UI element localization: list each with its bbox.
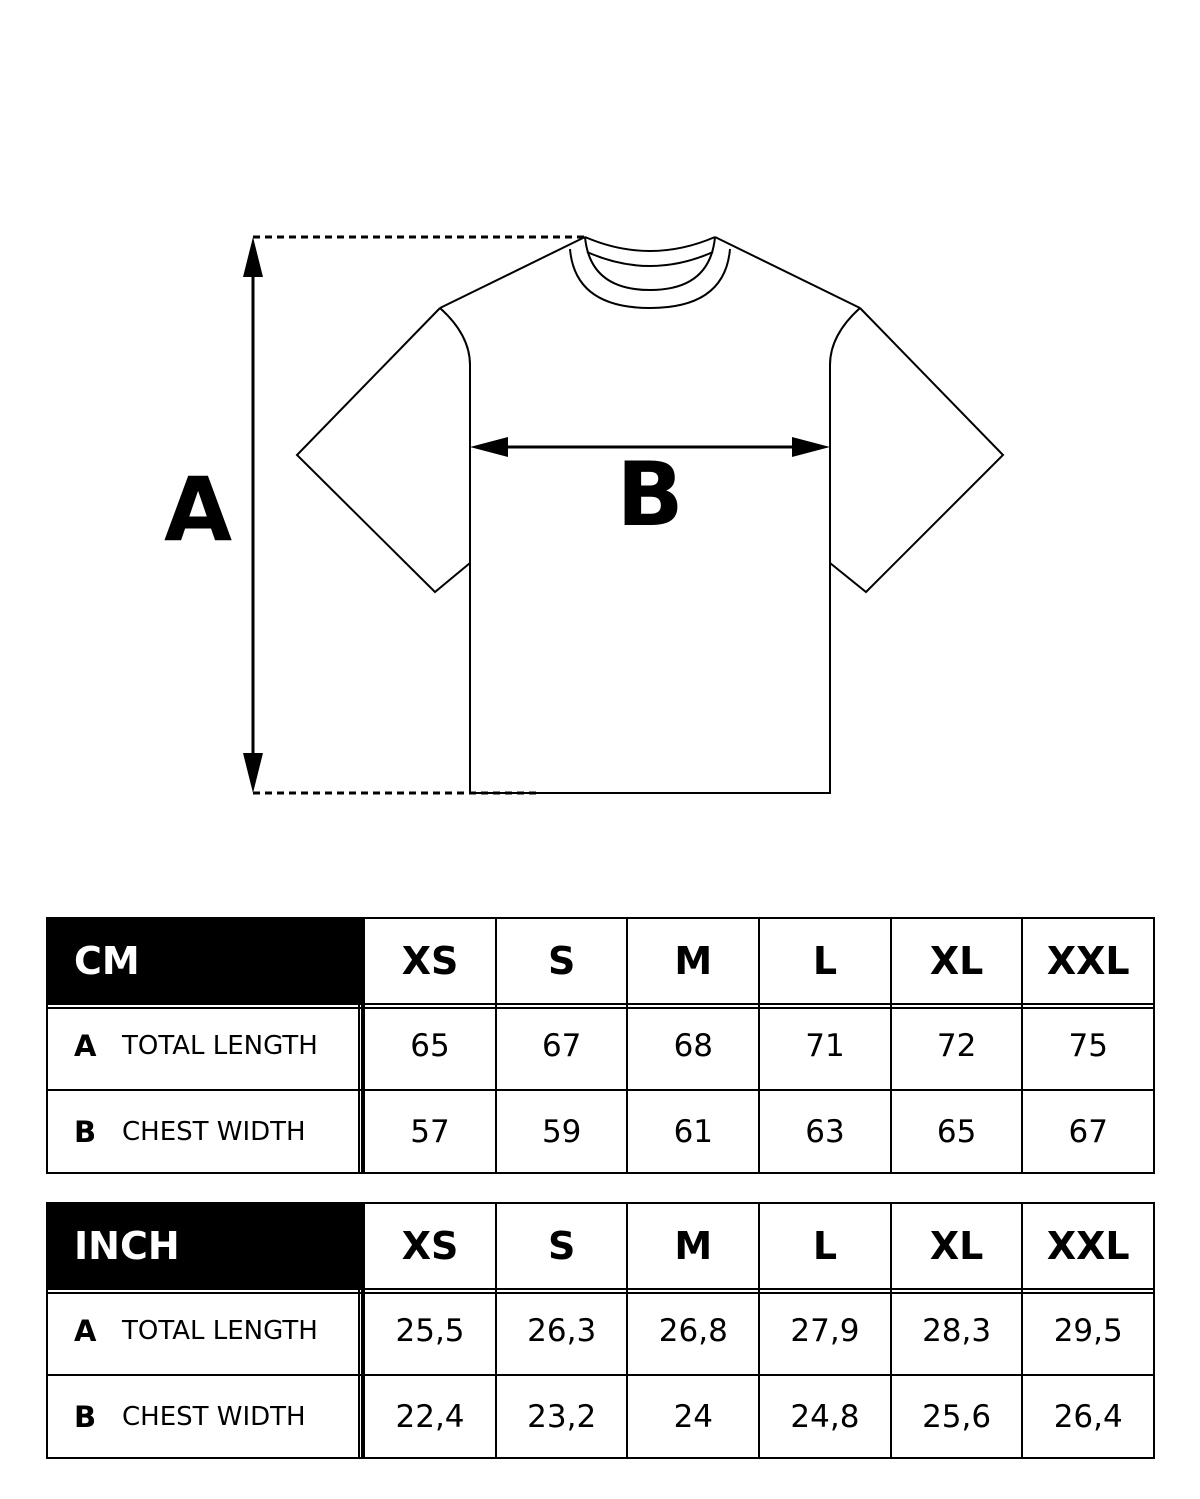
label-a: A <box>164 458 232 561</box>
table-cell: 63 <box>758 1089 890 1174</box>
size-header: L <box>758 1204 890 1288</box>
table-cell: 65 <box>363 1003 495 1089</box>
row-name: CHEST WIDTH <box>122 1401 306 1432</box>
table-header-row: INCH XS S M L XL XXL <box>48 1204 1153 1294</box>
size-header: S <box>494 1204 627 1288</box>
size-header: XS <box>363 919 495 1003</box>
dimension-a: A <box>164 235 585 795</box>
row-label: B CHEST WIDTH <box>48 1374 364 1459</box>
row-label: B CHEST WIDTH <box>48 1089 364 1174</box>
table-cell: 26,3 <box>494 1288 627 1374</box>
table-cell: 25,5 <box>363 1288 495 1374</box>
table-cell: 26,8 <box>626 1288 758 1374</box>
table-cell: 67 <box>494 1003 627 1089</box>
table-row: A TOTAL LENGTH 25,5 26,3 26,8 27,9 28,3 2… <box>48 1288 1153 1376</box>
size-header: L <box>758 919 890 1003</box>
table-cell: 61 <box>626 1089 758 1174</box>
table-cell: 25,6 <box>889 1374 1022 1459</box>
table-row: B CHEST WIDTH 57 59 61 63 65 67 <box>48 1089 1153 1174</box>
row-key: B <box>74 1399 97 1434</box>
table-cell: 72 <box>889 1003 1022 1089</box>
table-cell: 59 <box>494 1089 627 1174</box>
dimension-b: B <box>470 437 830 546</box>
size-header: M <box>626 919 758 1003</box>
size-header: XL <box>889 1204 1022 1288</box>
unit-label: INCH <box>48 1204 364 1288</box>
label-b: B <box>616 443 683 546</box>
row-label: A TOTAL LENGTH <box>48 1288 364 1374</box>
size-header: XL <box>889 919 1022 1003</box>
table-cell: 23,2 <box>494 1374 627 1459</box>
table-cell: 29,5 <box>1021 1288 1153 1374</box>
row-key: A <box>74 1029 97 1063</box>
table-row: B CHEST WIDTH 22,4 23,2 24 24,8 25,6 26,4 <box>48 1374 1153 1459</box>
table-cell: 22,4 <box>363 1374 495 1459</box>
size-header: S <box>494 919 627 1003</box>
tshirt-diagram: A B <box>164 235 1005 795</box>
table-cell: 65 <box>889 1089 1022 1174</box>
table-cell: 24 <box>626 1374 758 1459</box>
table-cell: 24,8 <box>758 1374 890 1459</box>
row-name: TOTAL LENGTH <box>122 1316 318 1346</box>
size-header: XS <box>363 1204 495 1288</box>
table-cell: 75 <box>1021 1003 1153 1089</box>
table-cell: 71 <box>758 1003 890 1089</box>
table-header-row: CM XS S M L XL XXL <box>48 919 1153 1009</box>
table-cell: 27,9 <box>758 1288 890 1374</box>
size-header: XXL <box>1021 919 1153 1003</box>
table-cell: 28,3 <box>889 1288 1022 1374</box>
size-header: XXL <box>1021 1204 1153 1288</box>
table-cell: 67 <box>1021 1089 1153 1174</box>
size-table-inch: INCH XS S M L XL XXL A TOTAL LENGTH 25,5 … <box>46 1202 1155 1459</box>
row-key: A <box>74 1314 97 1348</box>
tshirt-outline <box>295 236 1005 794</box>
row-key: B <box>74 1114 97 1149</box>
unit-label: CM <box>48 919 364 1003</box>
row-name: CHEST WIDTH <box>122 1116 306 1147</box>
table-row: A TOTAL LENGTH 65 67 68 71 72 75 <box>48 1003 1153 1091</box>
size-header: M <box>626 1204 758 1288</box>
row-label: A TOTAL LENGTH <box>48 1003 364 1089</box>
table-cell: 68 <box>626 1003 758 1089</box>
row-name: TOTAL LENGTH <box>122 1031 318 1061</box>
table-cell: 26,4 <box>1021 1374 1153 1459</box>
size-table-cm: CM XS S M L XL XXL A TOTAL LENGTH 65 67 6… <box>46 917 1155 1174</box>
table-cell: 57 <box>363 1089 495 1174</box>
